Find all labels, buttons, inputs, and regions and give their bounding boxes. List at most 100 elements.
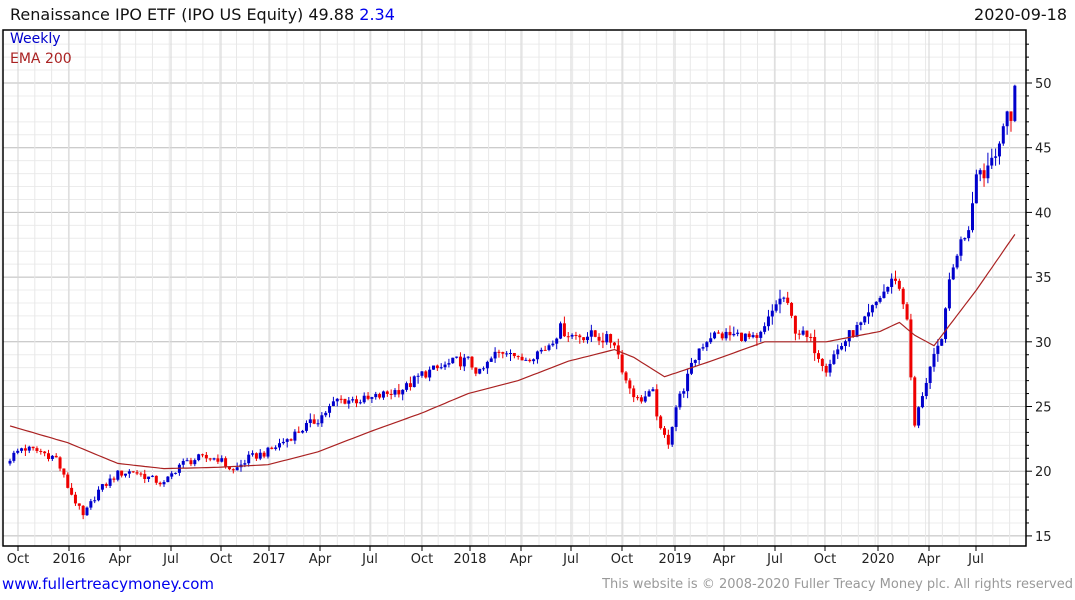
candle-down bbox=[54, 455, 58, 458]
candle-down bbox=[566, 336, 570, 338]
candle-up bbox=[682, 391, 686, 394]
candle-down bbox=[659, 416, 663, 429]
candle-down bbox=[77, 503, 81, 506]
candle-up bbox=[170, 473, 174, 477]
candle-down bbox=[609, 334, 613, 343]
candle-up bbox=[778, 298, 782, 305]
candle-up bbox=[732, 333, 736, 336]
candle-down bbox=[582, 337, 586, 341]
candle-up bbox=[478, 368, 482, 374]
candle-down bbox=[378, 394, 382, 398]
candle-down bbox=[747, 333, 751, 338]
candle-up bbox=[177, 464, 181, 473]
candle-up bbox=[1001, 126, 1005, 144]
candle-down bbox=[270, 447, 274, 449]
candle-down bbox=[817, 353, 820, 359]
candle-up bbox=[570, 334, 574, 337]
candle-up bbox=[370, 397, 374, 399]
x-tick-label: Jul bbox=[162, 552, 179, 567]
candle-down bbox=[663, 428, 666, 435]
candle-down bbox=[73, 494, 77, 504]
candle-up bbox=[917, 407, 921, 426]
candle-up bbox=[928, 366, 932, 383]
ema200-line bbox=[9, 234, 1016, 470]
candle-up bbox=[674, 407, 678, 427]
candle-up bbox=[85, 507, 89, 516]
candle-down bbox=[339, 398, 343, 400]
candle-up bbox=[93, 500, 97, 502]
candle-down bbox=[716, 332, 720, 334]
x-tick-label: 2017 bbox=[252, 552, 285, 567]
website-link[interactable]: www.fullertreacymoney.com bbox=[2, 575, 215, 593]
candle-up bbox=[251, 453, 255, 455]
candle-up bbox=[381, 391, 385, 398]
x-tick-label: Oct bbox=[7, 552, 29, 567]
candle-down bbox=[389, 393, 393, 395]
candle-up bbox=[847, 330, 851, 342]
candle-down bbox=[397, 390, 401, 395]
candle-down bbox=[528, 359, 532, 362]
candle-up bbox=[16, 450, 20, 453]
candle-up bbox=[859, 322, 863, 325]
candle-down bbox=[43, 451, 47, 454]
candle-up bbox=[162, 482, 166, 485]
candle-up bbox=[555, 338, 559, 344]
legend-weekly: Weekly bbox=[10, 31, 61, 47]
candle-down bbox=[790, 302, 794, 316]
candle-down bbox=[39, 450, 43, 452]
candle-down bbox=[543, 349, 547, 351]
x-tick-label: Oct bbox=[210, 552, 232, 567]
candle-down bbox=[112, 478, 116, 480]
candle-up bbox=[936, 345, 940, 354]
candle-up bbox=[967, 230, 971, 239]
candle-up bbox=[763, 326, 767, 332]
x-tick-label: 2018 bbox=[453, 552, 486, 567]
candle-down bbox=[728, 331, 732, 336]
legend-ema: EMA 200 bbox=[10, 51, 72, 67]
candle-down bbox=[231, 469, 235, 471]
candle-down bbox=[597, 336, 601, 341]
candle-down bbox=[343, 398, 347, 404]
candle-down bbox=[262, 452, 266, 457]
candle-down bbox=[139, 473, 143, 475]
candle-up bbox=[709, 338, 713, 343]
y-tick-label: 35 bbox=[1035, 271, 1052, 286]
candle-up bbox=[697, 348, 701, 361]
candle-up bbox=[840, 346, 844, 350]
candle-up bbox=[281, 441, 285, 444]
candle-down bbox=[578, 335, 582, 338]
candle-down bbox=[424, 371, 428, 378]
candle-up bbox=[539, 349, 543, 352]
candle-up bbox=[466, 356, 470, 358]
candle-up bbox=[647, 391, 651, 397]
candle-up bbox=[412, 376, 416, 388]
candle-up bbox=[316, 423, 320, 425]
candle-down bbox=[204, 454, 208, 459]
candle-down bbox=[620, 354, 624, 373]
candle-up bbox=[320, 415, 324, 424]
candle-up bbox=[974, 174, 978, 204]
candle-up bbox=[955, 255, 959, 268]
candle-up bbox=[247, 454, 251, 464]
candle-up bbox=[335, 398, 339, 402]
candle-up bbox=[493, 351, 497, 359]
candle-up bbox=[940, 339, 944, 346]
candle-up bbox=[432, 365, 435, 370]
candle-up bbox=[867, 312, 871, 317]
candle-up bbox=[301, 430, 305, 433]
candle-up bbox=[212, 458, 216, 460]
candle-up bbox=[724, 331, 728, 339]
candle-up bbox=[20, 448, 24, 451]
candle-down bbox=[23, 448, 27, 451]
candle-down bbox=[612, 342, 616, 346]
candle-up bbox=[947, 279, 951, 309]
title-text: Renaissance IPO ETF (IPO US Equity) 49.8… bbox=[10, 5, 355, 24]
candle-up bbox=[266, 447, 270, 457]
candle-up bbox=[951, 267, 955, 280]
candle-down bbox=[458, 356, 462, 367]
candle-down bbox=[501, 352, 505, 354]
y-tick-label: 15 bbox=[1035, 530, 1052, 545]
candle-up bbox=[1005, 111, 1009, 127]
candle-up bbox=[97, 489, 101, 501]
